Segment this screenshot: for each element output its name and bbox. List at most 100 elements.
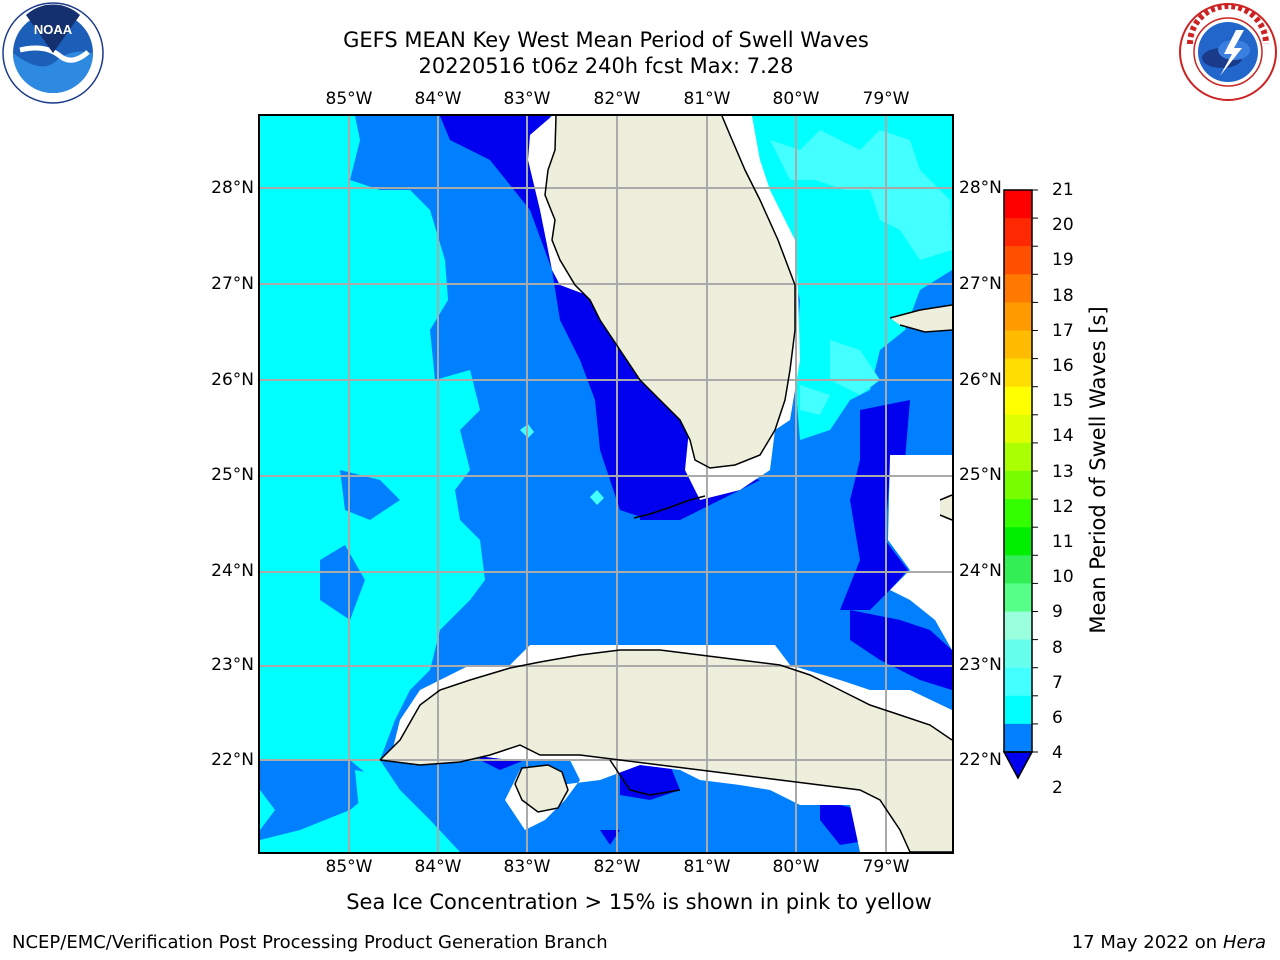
colorbar bbox=[1002, 189, 1038, 780]
colorbar-segment bbox=[1004, 555, 1032, 584]
colorbar-tick: 14 bbox=[1052, 426, 1074, 447]
chart-subtitle: 20220516 t06z 240h fcst Max: 7.28 bbox=[418, 54, 794, 78]
colorbar-segment bbox=[1004, 414, 1032, 444]
footer-branch: NCEP/EMC/Verification Post Processing Pr… bbox=[12, 932, 608, 953]
lon-label-top: 79°W bbox=[862, 89, 910, 109]
land-andros bbox=[940, 495, 952, 520]
colorbar-tick: 12 bbox=[1052, 496, 1074, 517]
swell-band-4-6 bbox=[355, 770, 460, 852]
footer-date-text: 17 May 2022 on bbox=[1071, 932, 1218, 953]
noaa-logo: NOAA bbox=[2, 2, 104, 104]
lat-label-left: 26°N bbox=[211, 370, 254, 390]
footer-machine: Hera bbox=[1222, 932, 1266, 953]
lon-label-top: 85°W bbox=[325, 89, 373, 109]
lon-label-top: 81°W bbox=[683, 89, 731, 109]
swell-band-below-2 bbox=[840, 400, 910, 610]
lon-label-top: 80°W bbox=[772, 89, 820, 109]
colorbar-segment bbox=[1004, 527, 1032, 556]
colorbar-segment bbox=[1004, 611, 1032, 641]
lat-label-right: 23°N bbox=[959, 655, 1002, 675]
swell-band-6-8 bbox=[770, 130, 952, 260]
lat-label-left: 22°N bbox=[211, 750, 254, 770]
swell-band-below-2 bbox=[600, 830, 620, 845]
colorbar-tick: 10 bbox=[1052, 567, 1074, 588]
lon-label-bottom: 83°W bbox=[503, 857, 551, 877]
lon-label-bottom: 79°W bbox=[862, 857, 910, 877]
swell-band-6-8 bbox=[830, 340, 880, 395]
land-cuba bbox=[380, 650, 952, 852]
colorbar-segment bbox=[1004, 695, 1032, 725]
swell-band-2-4 bbox=[320, 545, 365, 620]
colorbar-segment bbox=[1004, 667, 1032, 697]
colorbar-extend-triangle bbox=[1002, 751, 1034, 780]
lon-label-bottom: 85°W bbox=[325, 857, 373, 877]
colorbar-tick: 11 bbox=[1052, 532, 1074, 552]
land-grand-bahama bbox=[890, 305, 952, 332]
colorbar-segment bbox=[1004, 274, 1032, 303]
colorbar-segment bbox=[1004, 471, 1032, 500]
colorbar-segment bbox=[1004, 499, 1032, 528]
colorbar-segment bbox=[1004, 246, 1032, 275]
sea-ice-note: Sea Ice Concentration > 15% is shown in … bbox=[346, 890, 932, 914]
land-isla-juventud bbox=[515, 765, 568, 812]
lat-label-right: 26°N bbox=[959, 370, 1002, 390]
lon-label-bottom: 81°W bbox=[683, 857, 731, 877]
footer-date: 17 May 2022 on Hera bbox=[1072, 932, 1266, 953]
colorbar-segment bbox=[1004, 639, 1032, 669]
no-data-area bbox=[888, 455, 952, 650]
coastlines bbox=[379, 116, 952, 852]
svg-text:NOAA: NOAA bbox=[34, 22, 73, 37]
colorbar-tick: 18 bbox=[1052, 285, 1074, 306]
swell-band-4-6 bbox=[260, 790, 275, 830]
lon-label-top: 83°W bbox=[503, 89, 551, 109]
colorbar-tick: 9 bbox=[1052, 602, 1063, 623]
colorbar-segment bbox=[1004, 330, 1032, 360]
colorbar-tick: 2 bbox=[1052, 778, 1063, 799]
map-canvas bbox=[260, 116, 952, 852]
lat-label-right: 25°N bbox=[959, 465, 1002, 485]
lat-label-left: 28°N bbox=[211, 178, 254, 198]
swell-band-6-8 bbox=[800, 385, 830, 415]
colorbar-tick: 20 bbox=[1052, 215, 1074, 236]
lon-label-bottom: 82°W bbox=[593, 857, 641, 877]
colorbar-tick: 16 bbox=[1052, 356, 1074, 376]
colorbar-tick: 21 bbox=[1052, 180, 1074, 200]
colorbar-segment bbox=[1004, 190, 1032, 219]
swell-band-below-2 bbox=[440, 116, 700, 520]
colorbar-tick: 8 bbox=[1052, 637, 1063, 658]
colorbar-tick: 4 bbox=[1052, 743, 1063, 764]
map-panel[interactable] bbox=[258, 114, 954, 854]
lat-label-left: 25°N bbox=[211, 465, 254, 485]
lat-label-left: 27°N bbox=[211, 274, 254, 294]
colorbar-tick: 13 bbox=[1052, 461, 1074, 482]
swell-band-6-8 bbox=[590, 490, 604, 505]
chart-title: GEFS MEAN Key West Mean Period of Swell … bbox=[343, 28, 869, 52]
lat-label-right: 24°N bbox=[959, 561, 1002, 581]
lat-label-right: 28°N bbox=[959, 178, 1002, 198]
swell-band-2-4 bbox=[340, 470, 400, 520]
colorbar-tick: 7 bbox=[1052, 672, 1063, 693]
lon-label-bottom: 84°W bbox=[414, 857, 462, 877]
colorbar-segment bbox=[1004, 218, 1032, 247]
lat-label-right: 22°N bbox=[959, 750, 1002, 770]
swell-band-below-2 bbox=[850, 610, 952, 690]
colorbar-tick: 6 bbox=[1052, 708, 1063, 728]
colorbar-segment bbox=[1004, 723, 1032, 753]
colorbar-tick: 17 bbox=[1052, 320, 1074, 341]
colorbar-label: Mean Period of Swell Waves [s] bbox=[1086, 306, 1110, 634]
nws-logo bbox=[1179, 3, 1277, 101]
colorbar-segment bbox=[1004, 583, 1032, 612]
colorbar-tick: 19 bbox=[1052, 250, 1074, 271]
lat-label-right: 27°N bbox=[959, 274, 1002, 294]
lat-label-left: 23°N bbox=[211, 655, 254, 675]
lon-label-bottom: 80°W bbox=[772, 857, 820, 877]
swell-band-below-2 bbox=[620, 760, 680, 800]
lat-label-left: 24°N bbox=[211, 561, 254, 581]
colorbar-segment bbox=[1004, 442, 1032, 472]
graticule bbox=[260, 116, 952, 852]
lon-label-top: 84°W bbox=[414, 89, 462, 109]
colorbar-tick: 15 bbox=[1052, 391, 1074, 412]
colorbar-segment bbox=[1004, 358, 1032, 388]
colorbar-segment bbox=[1004, 302, 1032, 331]
lon-label-top: 82°W bbox=[593, 89, 641, 109]
